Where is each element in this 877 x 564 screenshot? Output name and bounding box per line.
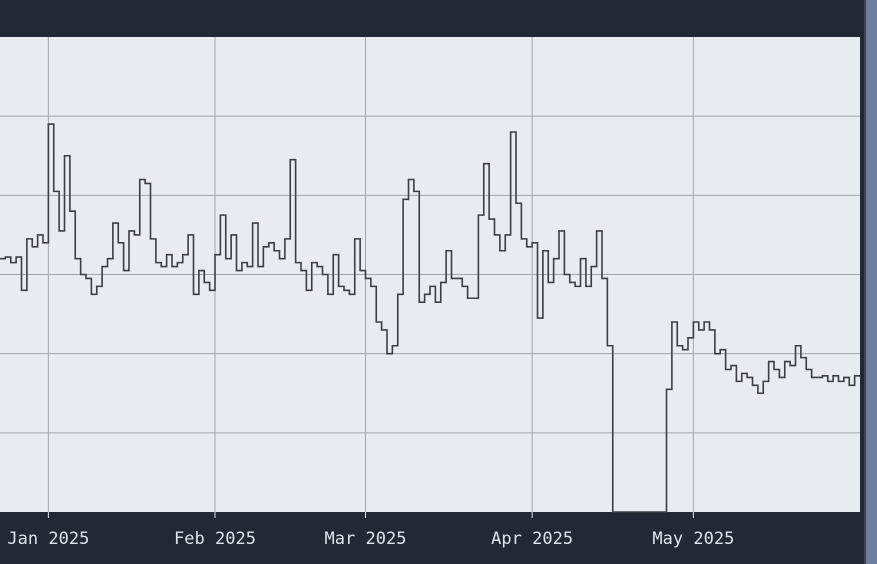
x-tick-label: Feb 2025 [174, 529, 256, 549]
x-tick-label: Apr 2025 [491, 529, 573, 549]
x-tick-label: Mar 2025 [325, 529, 407, 549]
vertical-scrollbar[interactable] [864, 0, 877, 564]
x-tick-label: Jan 2025 [7, 529, 89, 549]
top-bar [0, 0, 864, 37]
series-line [0, 123, 860, 513]
x-tick-label: May 2025 [652, 529, 734, 549]
x-axis: Jan 2025 Feb 2025 Mar 2025 Apr 2025 May 2025 [7, 512, 734, 549]
series-layer [0, 123, 860, 513]
